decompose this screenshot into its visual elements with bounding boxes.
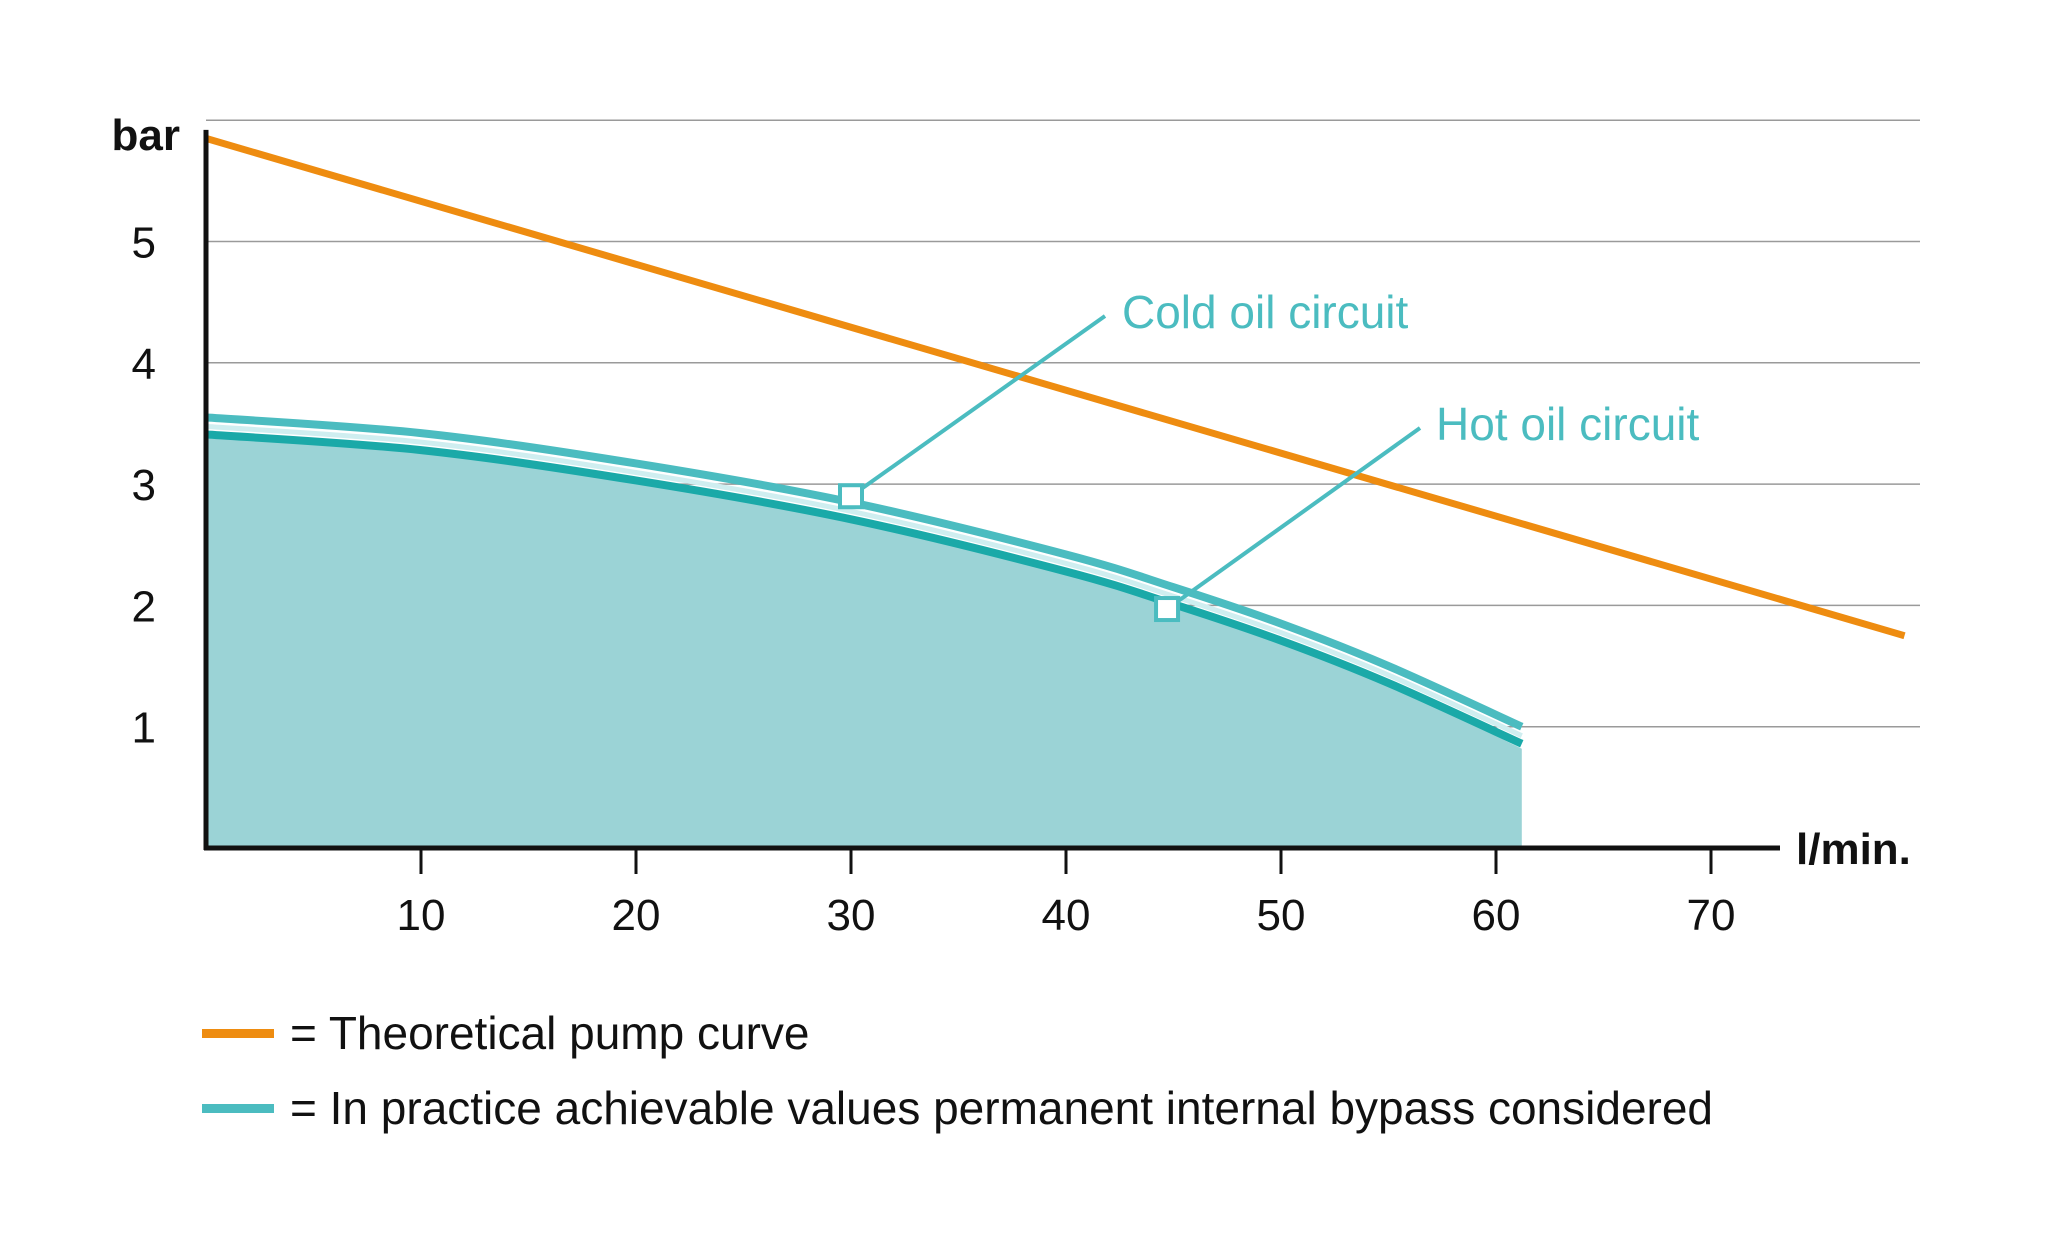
annotation-leader-0 — [849, 314, 1107, 498]
y-tick-label-3: 3 — [132, 461, 156, 510]
annotation-marker-0 — [838, 483, 864, 510]
x-tick-label-30: 30 — [827, 891, 876, 940]
annotation-label-0: Cold oil circuit — [1122, 286, 1409, 338]
y-tick-label-4: 4 — [132, 340, 156, 389]
achievable-area — [206, 435, 1522, 848]
y-tick-label-1: 1 — [132, 704, 156, 753]
theoretical-pump-line — [205, 135, 1906, 640]
x-tick-label-50: 50 — [1257, 891, 1306, 940]
annotations: Cold oil circuit Hot oil circuit — [838, 286, 1700, 623]
series-lines — [205, 135, 1906, 748]
x-axis-unit: l/min. — [1796, 825, 1911, 874]
y-axis-unit: bar — [112, 111, 180, 160]
legend-swatch-teal — [202, 1103, 274, 1113]
x-tick-label-10: 10 — [397, 891, 446, 940]
achievable-curve-inner — [205, 423, 1523, 738]
legend-entry-achievable: = In practice achievable values permanen… — [202, 1081, 1713, 1135]
y-tick-label-5: 5 — [132, 219, 156, 268]
legend-text-theoretical: = Theoretical pump curve — [290, 1007, 810, 1059]
annotation-label-1: Hot oil circuit — [1436, 398, 1700, 450]
achievable-area-fill — [206, 435, 1522, 848]
legend-entry-theoretical: = Theoretical pump curve — [202, 1006, 809, 1060]
legend-text-achievable: = In practice achievable values permanen… — [290, 1082, 1714, 1134]
x-tick-label-70: 70 — [1687, 891, 1736, 940]
achievable-curve-lower — [205, 430, 1524, 748]
annotation-marker-1 — [1154, 596, 1181, 623]
x-tick-label-20: 20 — [612, 891, 661, 940]
x-tick-label-40: 40 — [1042, 891, 1091, 940]
achievable-curve-upper — [205, 413, 1524, 731]
y-tick-label-2: 2 — [132, 582, 156, 631]
x-tick-label-60: 60 — [1472, 891, 1521, 940]
axes: 1 2 3 4 5 bar 10 20 30 40 50 60 70 l/min. — [112, 111, 1911, 940]
legend-swatch-orange — [202, 1028, 274, 1038]
annotation-leader-1 — [1165, 426, 1422, 611]
